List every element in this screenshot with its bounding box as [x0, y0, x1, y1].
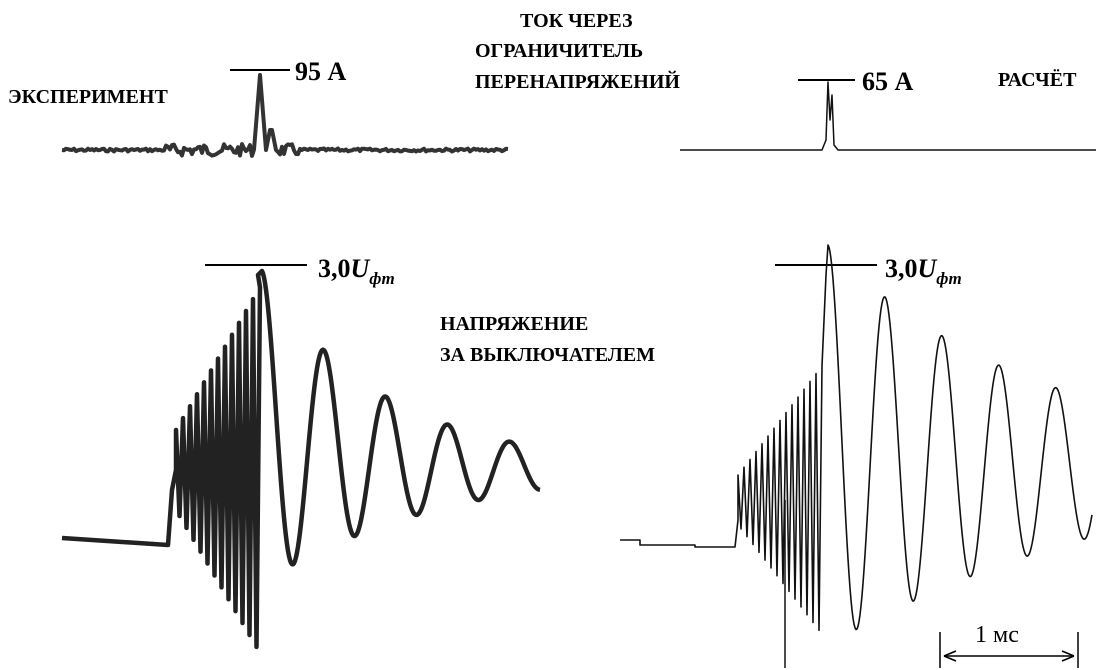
title-line: ОГРАНИЧИТЕЛЬ [475, 40, 643, 62]
voltage-label: НАПРЯЖЕНИЕ [440, 313, 588, 335]
title-line: ПЕРЕНАПРЯЖЕНИЙ [475, 70, 680, 93]
title-line: ТОК ЧЕРЕЗ [520, 10, 633, 32]
peak-symbol: U [351, 254, 371, 283]
voltage-peak: 3,0Uфm [885, 254, 962, 288]
peak-subscript: фm [936, 269, 961, 288]
peak-value: 3,0 [885, 254, 918, 283]
waveform [620, 245, 1092, 630]
waveforms [62, 75, 1096, 668]
voltage-label: ЗА ВЫКЛЮЧАТЕЛЕМ [440, 344, 655, 366]
peak-symbol: U [918, 254, 938, 283]
figure: ТОК ЧЕРЕЗ ОГРАНИЧИТЕЛЬ ПЕРЕНАПРЯЖЕНИЙ ЭК… [0, 0, 1106, 670]
panel-label: ЭКСПЕРИМЕНТ [8, 86, 168, 108]
peak-value: 3,0 [318, 254, 351, 283]
current-peak: 65 А [862, 67, 914, 96]
scale-label: 1 мс [975, 622, 1019, 648]
current-peak: 95 А [295, 57, 347, 86]
peak-subscript: фm [369, 269, 394, 288]
panel-label: РАСЧЁТ [998, 68, 1077, 91]
voltage-peak: 3,0Uфm [318, 254, 395, 288]
